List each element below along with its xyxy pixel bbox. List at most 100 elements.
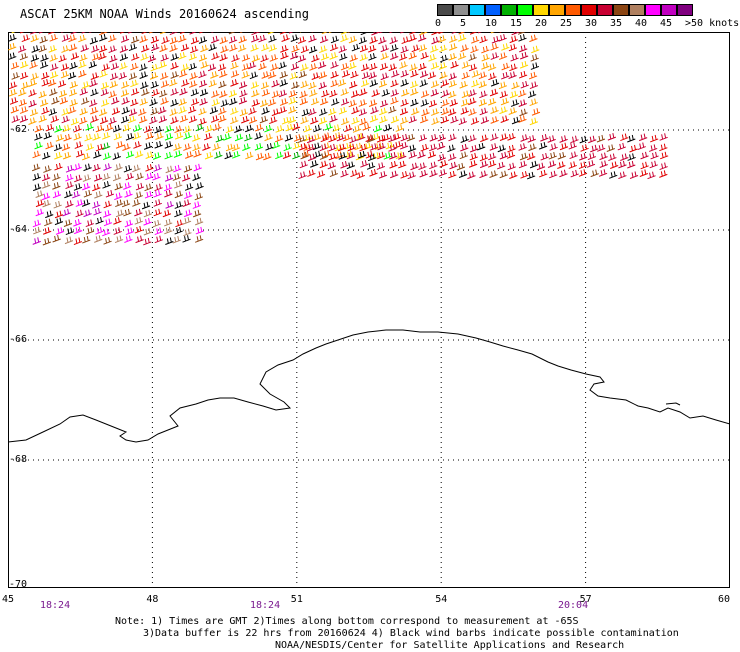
wind-barb xyxy=(183,217,191,224)
wind-barb xyxy=(124,165,132,172)
wind-barb xyxy=(218,115,226,122)
wind-barb xyxy=(33,173,41,180)
wind-barb xyxy=(381,73,389,80)
wind-barb xyxy=(309,89,317,96)
wind-barb xyxy=(145,184,153,191)
wind-barb xyxy=(349,100,357,107)
wind-barb xyxy=(92,201,100,208)
wind-barb xyxy=(480,108,488,115)
wind-barb xyxy=(421,144,429,151)
wind-barb xyxy=(370,36,378,43)
wind-barb xyxy=(126,173,134,180)
wind-barb xyxy=(369,72,377,79)
wind-barb xyxy=(238,44,246,51)
wind-barb xyxy=(396,124,404,131)
wind-barb xyxy=(599,169,607,176)
wind-barb xyxy=(360,160,368,167)
wind-barb xyxy=(184,126,192,133)
wind-barb xyxy=(66,228,74,235)
wind-barb xyxy=(263,153,271,160)
wind-barb xyxy=(211,36,219,43)
wind-barb xyxy=(74,183,82,190)
wind-barb xyxy=(261,55,269,62)
wind-barb xyxy=(178,35,186,42)
wind-barb xyxy=(283,151,291,158)
wind-barb xyxy=(377,162,385,169)
wind-barb xyxy=(65,200,73,207)
wind-barb xyxy=(398,161,406,168)
wind-barb xyxy=(649,144,657,151)
wind-barb xyxy=(188,106,196,113)
note-line-1: Note: 1) Times are GMT 2)Times along bot… xyxy=(115,616,679,628)
wind-barb xyxy=(242,143,250,150)
wind-barb xyxy=(341,118,349,125)
wind-barb xyxy=(199,54,207,61)
wind-barb xyxy=(175,227,183,234)
wind-barb xyxy=(386,142,394,149)
wind-barb xyxy=(450,99,458,106)
wind-barb xyxy=(201,61,209,68)
wind-barb xyxy=(314,151,322,158)
wind-barb xyxy=(440,160,448,167)
wind-barb xyxy=(102,64,110,71)
wind-barb xyxy=(63,209,71,216)
wind-barb xyxy=(122,144,130,151)
wind-barb xyxy=(450,116,458,123)
wind-barb xyxy=(618,161,626,168)
latitude-label: -64 xyxy=(9,224,27,235)
wind-barb xyxy=(293,142,301,149)
wind-barb xyxy=(291,45,299,52)
wind-barb xyxy=(531,46,539,53)
wind-barb xyxy=(193,144,201,151)
wind-barb xyxy=(159,61,167,68)
wind-barb xyxy=(251,35,259,42)
wind-barb xyxy=(140,71,148,78)
wind-barb xyxy=(481,46,489,53)
wind-barb xyxy=(182,174,190,181)
wind-barb xyxy=(330,52,338,59)
wind-barb xyxy=(260,100,268,107)
wind-barb xyxy=(268,99,276,106)
wind-barb xyxy=(301,117,309,124)
wind-barb xyxy=(588,136,596,143)
wind-barb xyxy=(499,34,507,41)
wind-barb xyxy=(370,115,378,122)
wind-barb xyxy=(232,144,240,151)
wind-barb xyxy=(498,145,506,152)
wind-barb xyxy=(399,53,407,60)
wind-barb xyxy=(530,82,538,89)
wind-barb xyxy=(418,163,426,170)
wind-barb xyxy=(499,52,507,59)
wind-barb xyxy=(179,106,187,113)
legend-label: 10 xyxy=(485,18,497,29)
wind-barb xyxy=(389,64,397,71)
wind-barb xyxy=(262,107,270,114)
wind-barb xyxy=(64,134,72,141)
wind-barb xyxy=(80,88,88,95)
wind-barb xyxy=(230,62,238,69)
wind-barb xyxy=(299,71,307,78)
wind-barb xyxy=(43,165,51,172)
wind-barb xyxy=(368,53,376,60)
wind-barb xyxy=(21,82,29,89)
wind-barb xyxy=(93,164,101,171)
wind-barb xyxy=(310,117,318,124)
wind-barb xyxy=(449,35,457,42)
wind-barb xyxy=(85,134,93,141)
wind-barb xyxy=(255,124,263,131)
wind-barb xyxy=(64,219,72,226)
wind-barb xyxy=(408,145,416,152)
wind-barb xyxy=(648,172,656,179)
wind-barb xyxy=(409,64,417,71)
wind-barb xyxy=(149,117,157,124)
wind-barb xyxy=(121,81,129,88)
wind-barb xyxy=(20,72,28,79)
wind-barb xyxy=(260,116,268,123)
wind-barb xyxy=(252,55,260,62)
wind-barb xyxy=(367,162,375,169)
wind-barb xyxy=(78,70,86,77)
wind-barb xyxy=(111,97,119,104)
wind-barb xyxy=(531,54,539,61)
wind-barb xyxy=(276,125,284,132)
longitude-label: 51 xyxy=(291,594,303,605)
